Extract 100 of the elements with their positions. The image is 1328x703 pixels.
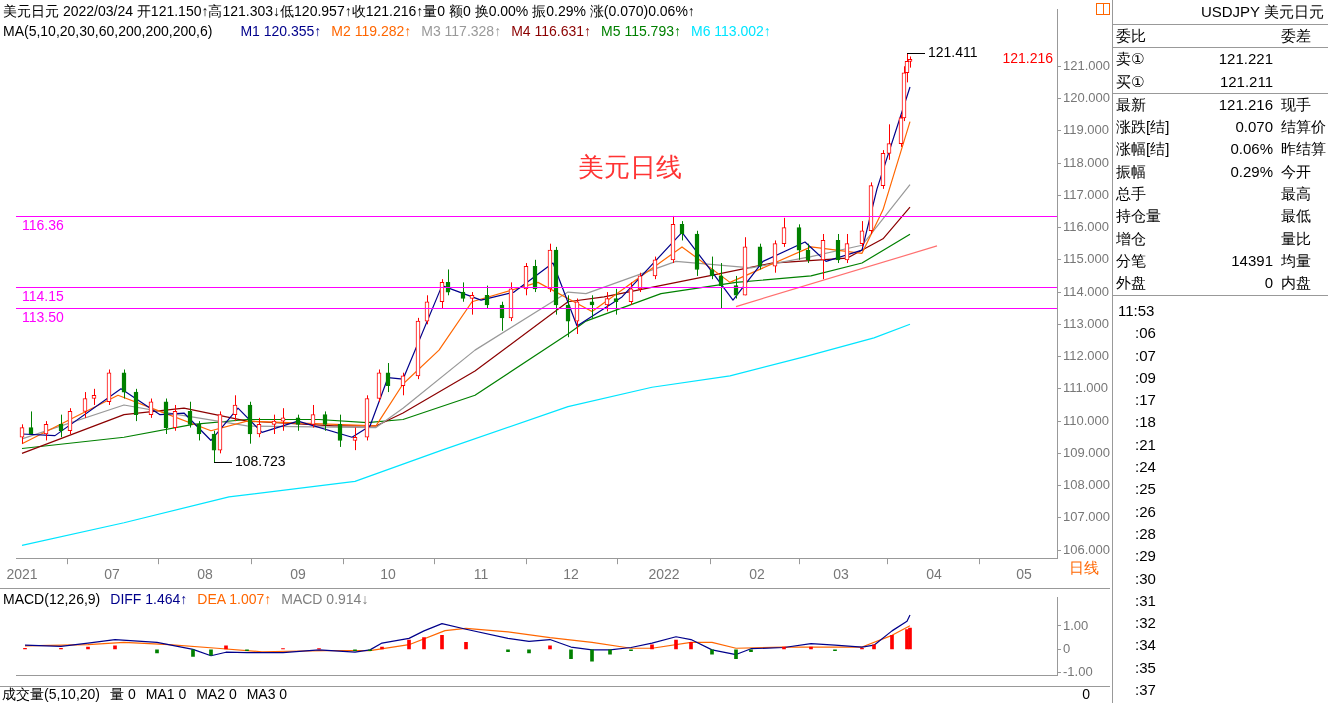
y-tick-label: 1.00 — [1063, 617, 1089, 633]
y-tick-label: 117.000 — [1063, 186, 1110, 202]
ref-line-label: 113.50 — [22, 309, 64, 326]
text: 121.216 — [1217, 94, 1273, 115]
annotation: 121.216 — [1002, 50, 1054, 67]
x-tick-label: 10 — [380, 566, 396, 583]
y-tick-label: 120.000 — [1063, 90, 1110, 106]
text: 14391 — [1230, 250, 1273, 271]
text: :34 — [1134, 635, 1157, 656]
text: 121.211 — [1218, 71, 1273, 92]
text: 成交量(5,10,20) — [2, 686, 101, 702]
text: 委比 — [1115, 26, 1147, 46]
text: 昨结算 — [1280, 139, 1326, 160]
text: 今开 — [1280, 161, 1311, 182]
text: :25 — [1134, 479, 1157, 500]
text: MA1 0 — [145, 686, 187, 702]
text: 振幅 — [1115, 161, 1147, 182]
chart-title: MACD(12,26,9) — [3, 591, 101, 607]
text: 增仓 — [1115, 228, 1147, 249]
x-tick-label: 05 — [1016, 566, 1032, 583]
text: 持仓量 — [1115, 206, 1162, 227]
y-tick-label: 0 — [1063, 640, 1071, 656]
text: 0.06% — [1229, 139, 1273, 160]
text: 涨跌[结] — [1115, 117, 1171, 138]
text: :37 — [1134, 680, 1157, 701]
y-tick-label: 113.000 — [1063, 315, 1110, 331]
y-tick-label: 111.000 — [1063, 380, 1109, 396]
text: :07 — [1134, 345, 1157, 366]
x-tick-label: 08 — [197, 566, 213, 583]
y-tick-label: 118.000 — [1063, 154, 1110, 170]
y-tick-label: 116.000 — [1063, 219, 1110, 235]
text: 0.070 — [1234, 117, 1273, 138]
text: 涨幅[结] — [1115, 139, 1171, 160]
text: 卖① — [1115, 49, 1146, 70]
text: MA2 0 — [196, 686, 237, 702]
y-tick-label: 108.000 — [1063, 477, 1110, 493]
chart-title: 美元日元 2022/03/24 开121.150↑高121.303↓低120.957↑收121.216↑量0 额0 换0.00% 振0.29% 涨(0.070)0.06%↑ — [3, 3, 695, 19]
text: :21 — [1134, 434, 1157, 455]
text: :18 — [1134, 412, 1157, 433]
text: 量比 — [1280, 228, 1311, 249]
y-tick-label: 107.000 — [1063, 509, 1110, 525]
y-tick-label: 114.000 — [1063, 283, 1110, 299]
x-tick-label: 2022 — [648, 566, 680, 583]
text: M2 119.282↑ — [331, 23, 412, 39]
y-tick-label: 115.000 — [1063, 251, 1110, 267]
text: DEA 1.007↑ — [197, 591, 272, 607]
text: 最低 — [1280, 206, 1311, 227]
annotation: 美元日线 — [578, 152, 683, 183]
text: 内盘 — [1280, 273, 1311, 294]
text: :28 — [1134, 523, 1157, 544]
text: 外盘 — [1115, 273, 1147, 294]
text: :35 — [1134, 657, 1157, 678]
y-tick-label: 109.000 — [1063, 444, 1110, 460]
text: :06 — [1134, 323, 1157, 344]
annotation: 108.723 — [235, 453, 286, 470]
text: :31 — [1134, 590, 1157, 611]
y-tick-label: 106.000 — [1063, 541, 1110, 557]
text: M1 120.355↑ — [240, 23, 322, 39]
x-tick-label: 2021 — [6, 566, 38, 583]
text: 分笔 — [1115, 250, 1147, 271]
x-tick-label: 11 — [473, 566, 489, 583]
x-tick-label: 07 — [104, 566, 120, 583]
x-tick-label: 03 — [833, 566, 849, 583]
x-tick-label: 09 — [290, 566, 306, 583]
text: 121.221 — [1217, 49, 1273, 70]
x-tick-label: 12 — [563, 566, 579, 583]
text: 量 0 — [110, 686, 136, 702]
text: :30 — [1134, 568, 1157, 589]
text: 现手 — [1280, 94, 1311, 115]
text: DIFF 1.464↑ — [110, 591, 188, 607]
ref-line-label: 114.15 — [22, 288, 64, 305]
text: 11:53 — [1117, 301, 1156, 321]
text: MACD 0.914↓ — [281, 591, 369, 607]
text: M6 113.002↑ — [690, 23, 771, 39]
y-tick-label: 119.000 — [1063, 122, 1110, 138]
y-tick-label: 112.000 — [1063, 348, 1110, 364]
y-tick-label: 121.000 — [1063, 57, 1110, 73]
x-tick-label: 02 — [749, 566, 765, 583]
text: :09 — [1134, 367, 1157, 388]
text: 最高 — [1280, 184, 1311, 205]
text: 买① — [1115, 71, 1146, 92]
x-tick-label: 04 — [926, 566, 942, 583]
text: 委差 — [1280, 26, 1311, 46]
text: M3 117.328↑ — [421, 23, 502, 39]
text: 0 — [1263, 273, 1273, 294]
text: MA(5,10,20,30,60,200,200,200,6) — [3, 23, 213, 39]
text: :26 — [1134, 501, 1157, 522]
text: :29 — [1134, 546, 1157, 567]
text: :32 — [1134, 613, 1157, 634]
text: MA3 0 — [246, 686, 288, 702]
y-tick-label: -1.00 — [1063, 664, 1093, 680]
ref-line-label: 116.36 — [22, 216, 64, 233]
text: 0.29% — [1229, 161, 1273, 182]
annotation: 121.411 — [928, 43, 978, 60]
text: :24 — [1134, 457, 1157, 478]
text: 日线 — [1069, 559, 1099, 577]
text: M4 116.631↑ — [511, 23, 592, 39]
text: 最新 — [1115, 94, 1147, 115]
text: 均量 — [1280, 250, 1311, 271]
text: 结算价 — [1280, 117, 1326, 138]
